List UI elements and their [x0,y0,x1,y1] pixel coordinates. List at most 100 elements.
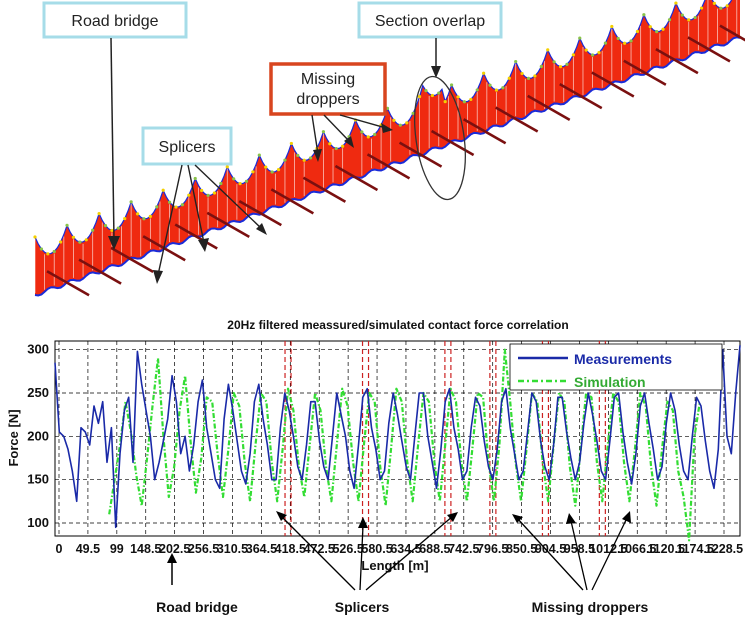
section-overlap-callout: Section overlap [357,1,503,201]
missing-droppers-callout: Missing droppers [269,62,393,162]
mast-arm [78,258,122,285]
road-bridge-arrow [110,37,115,241]
mast-arm [366,153,411,180]
wire-node [578,36,582,40]
wire-node [680,13,684,17]
section-overlap-ellipse [414,75,466,201]
wire-node [469,97,473,102]
series-line-measurements [54,345,741,529]
road-bridge-arrowhead [108,236,120,250]
wire-node [398,123,402,127]
legend-label-measurements: Measurements [574,351,672,367]
wire-node [103,224,108,228]
mast-arm [462,118,507,145]
wire-node [494,88,499,92]
wire-node [411,111,415,115]
wire-node [597,51,601,55]
mast-arm [559,83,603,110]
wire-node [405,121,409,125]
wire-node [616,36,620,41]
wire-node [296,153,300,158]
wire-node [693,15,697,20]
x-tick-label: 364.5 [246,542,277,556]
section-overlap-callout-label: Section overlap [375,13,485,30]
wire-node [488,83,492,87]
chart-title: 20Hz filtered meassured/simulated contac… [227,318,568,332]
missing-droppers-callout-line2: droppers [296,91,359,108]
wire-node [321,130,326,134]
road-bridge-callout: Road bridge [42,1,188,250]
wire-node [475,88,479,92]
x-tick-label: 580.5 [361,542,392,556]
x-tick-label: 1174.5 [676,542,714,556]
wire-node [244,179,249,183]
wire-node [590,53,595,57]
x-tick-label: 742.5 [448,542,479,556]
wire-node [328,142,332,146]
mast-arm [398,141,443,168]
wire-node [635,29,640,34]
wire-node [456,95,460,99]
x-tick-label: 688.5 [419,542,450,556]
wire-node [623,41,627,45]
wire-node [251,170,255,174]
wire-node [91,228,95,232]
chart-grid [55,341,740,536]
wire-node [264,165,268,169]
wire-node [392,118,396,122]
wire-node [219,181,223,186]
wire-node [257,153,261,157]
chart-y-ticks: 100 150 200 250 300 [27,342,49,530]
x-tick-label: 796.5 [477,542,508,556]
wire-node [642,13,646,17]
wire-node [52,249,56,254]
wire-node [142,217,146,221]
wire-node [39,247,44,251]
wire-node [699,6,704,10]
wire-node [571,53,575,57]
mast-arm [591,71,635,98]
wire-node [206,193,210,197]
wire-node [283,158,287,162]
catenary-diagram [33,0,745,297]
wire-node [655,29,659,34]
wire-node [46,252,50,256]
x-tick-label: 49.5 [76,542,100,556]
wire-node [302,158,306,162]
wire-node [584,48,588,52]
mast-arm [334,164,379,192]
wire-node [424,89,428,93]
wire-node [648,25,652,29]
wire-node [539,64,543,69]
x-tick-label: 418.5 [275,542,306,556]
wire-node [417,95,422,99]
wire-node [276,168,281,172]
wire-node [629,39,633,43]
x-tick-label: 310.5 [217,542,248,556]
wire-node [161,188,165,192]
wire-node [366,135,370,139]
wire-node [97,212,101,216]
chart-series-measurements [54,345,741,529]
mast-arm [719,24,745,42]
wire-node [712,1,716,5]
wire-node [725,4,729,8]
mast-arm [655,47,699,75]
wire-node [526,76,531,80]
wire-node [59,240,63,244]
mast-arm [623,59,667,86]
mast-arm [110,246,154,274]
series-line-simulation [108,348,701,542]
wire-node [687,18,691,22]
wire-node [360,130,364,134]
wire-node [187,193,191,197]
annotation-splicers: Splicers [335,599,390,615]
chart-legend: Measurements Simulation [509,343,723,391]
x-tick-label: 1120.5 [647,542,685,556]
mast-arm [430,129,475,157]
mast-arm [270,188,315,215]
x-tick-label: 850.5 [506,542,537,556]
wire-node [71,235,76,239]
x-tick-label: 634.5 [390,542,421,556]
x-tick-label: 1012.5 [589,542,627,556]
